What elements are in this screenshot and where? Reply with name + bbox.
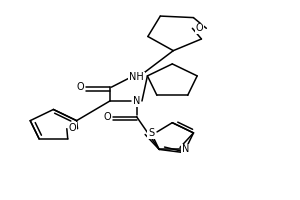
Text: NH: NH: [129, 72, 144, 82]
Text: N: N: [133, 96, 140, 106]
Text: O: O: [103, 112, 111, 122]
Text: O: O: [76, 82, 84, 92]
Text: S: S: [148, 128, 154, 138]
Text: O: O: [196, 23, 204, 33]
Text: O: O: [68, 123, 76, 133]
Text: N: N: [182, 144, 189, 154]
